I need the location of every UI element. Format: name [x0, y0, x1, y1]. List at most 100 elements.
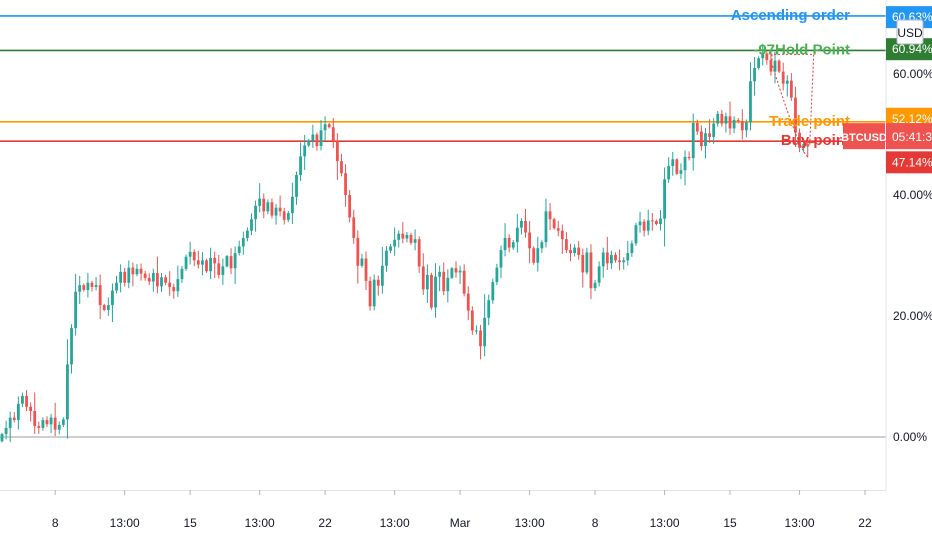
candle-body[interactable]: [695, 123, 699, 132]
candle-body[interactable]: [499, 250, 503, 268]
currency-label[interactable]: USD: [896, 19, 924, 45]
candle-body[interactable]: [115, 282, 118, 291]
candle-body[interactable]: [699, 131, 703, 146]
candle-body[interactable]: [789, 80, 793, 98]
candle-body[interactable]: [765, 53, 769, 61]
candle-body[interactable]: [188, 251, 192, 257]
candle-body[interactable]: [290, 196, 294, 214]
candle-body[interactable]: [532, 248, 536, 263]
candle-body[interactable]: [802, 144, 806, 148]
candle-body[interactable]: [798, 132, 801, 148]
candle-body[interactable]: [229, 256, 233, 269]
candle-body[interactable]: [630, 243, 634, 254]
candle-body[interactable]: [82, 285, 86, 290]
candle-body[interactable]: [352, 217, 356, 238]
candle-body[interactable]: [57, 424, 61, 430]
candle-body[interactable]: [8, 417, 12, 428]
candle-body[interactable]: [66, 364, 69, 420]
candle-body[interactable]: [581, 254, 585, 273]
candle-body[interactable]: [172, 286, 176, 292]
candle-body[interactable]: [470, 310, 474, 331]
candle-body[interactable]: [61, 419, 65, 425]
candle-body[interactable]: [70, 328, 73, 365]
candle-body[interactable]: [380, 265, 384, 286]
candle-body[interactable]: [45, 420, 49, 425]
candle-body[interactable]: [597, 266, 601, 283]
candle-body[interactable]: [585, 252, 589, 273]
candles-layer[interactable]: [0, 44, 810, 443]
candle-body[interactable]: [610, 254, 613, 264]
candle-body[interactable]: [348, 195, 352, 218]
candle-body[interactable]: [659, 218, 662, 225]
candle-body[interactable]: [544, 211, 548, 243]
candle-body[interactable]: [560, 230, 564, 240]
candle-body[interactable]: [622, 260, 626, 263]
candle-body[interactable]: [458, 270, 462, 273]
candle-body[interactable]: [483, 317, 487, 347]
candle-body[interactable]: [323, 124, 327, 131]
candle-body[interactable]: [225, 256, 229, 267]
candle-body[interactable]: [270, 202, 274, 216]
candle-body[interactable]: [246, 230, 249, 238]
candle-body[interactable]: [12, 417, 16, 421]
candle-body[interactable]: [266, 202, 270, 212]
candle-body[interactable]: [794, 97, 797, 133]
candle-body[interactable]: [409, 234, 413, 243]
candle-body[interactable]: [712, 123, 716, 137]
candle-body[interactable]: [41, 420, 45, 428]
candle-body[interactable]: [143, 273, 147, 278]
candle-body[interactable]: [462, 270, 466, 294]
candle-body[interactable]: [589, 252, 593, 289]
candle-body[interactable]: [548, 211, 552, 220]
candle-body[interactable]: [156, 273, 159, 287]
candle-body[interactable]: [106, 305, 110, 310]
candle-body[interactable]: [650, 220, 654, 222]
candle-body[interactable]: [744, 122, 748, 131]
candle-body[interactable]: [131, 267, 135, 275]
candle-body[interactable]: [503, 237, 507, 251]
candle-body[interactable]: [736, 119, 740, 122]
candle-body[interactable]: [740, 121, 744, 131]
candle-body[interactable]: [646, 220, 650, 231]
candle-body[interactable]: [25, 395, 28, 407]
candle-body[interactable]: [376, 279, 380, 286]
candle-body[interactable]: [507, 237, 511, 248]
candle-body[interactable]: [258, 198, 262, 206]
candle-body[interactable]: [454, 268, 458, 273]
candle-body[interactable]: [475, 330, 478, 332]
candle-body[interactable]: [221, 266, 225, 275]
candle-body[interactable]: [438, 271, 442, 277]
candle-body[interactable]: [450, 268, 454, 278]
candle-body[interactable]: [319, 130, 323, 146]
candle-body[interactable]: [372, 279, 376, 307]
candle-body[interactable]: [74, 291, 78, 329]
candle-body[interactable]: [33, 410, 37, 427]
candle-body[interactable]: [160, 277, 163, 287]
candle-body[interactable]: [78, 285, 82, 292]
candle-body[interactable]: [164, 277, 167, 283]
candle-body[interactable]: [29, 406, 33, 411]
candle-body[interactable]: [311, 134, 315, 141]
candle-body[interactable]: [356, 237, 360, 266]
candle-body[interactable]: [749, 81, 752, 123]
candle-body[interactable]: [434, 276, 437, 308]
candle-body[interactable]: [340, 161, 343, 174]
candle-body[interactable]: [524, 221, 527, 233]
candle-body[interactable]: [626, 253, 630, 261]
candle-body[interactable]: [442, 271, 446, 292]
candle-body[interactable]: [299, 156, 302, 176]
candle-body[interactable]: [405, 234, 409, 239]
candle-body[interactable]: [671, 159, 675, 166]
candle-body[interactable]: [732, 119, 736, 129]
candle-body[interactable]: [176, 279, 180, 292]
candle-body[interactable]: [679, 170, 683, 174]
candle-body[interactable]: [716, 113, 720, 124]
candle-body[interactable]: [205, 260, 208, 272]
candle-body[interactable]: [53, 417, 57, 430]
candle-body[interactable]: [757, 58, 761, 68]
candle-body[interactable]: [605, 252, 609, 264]
candle-body[interactable]: [209, 257, 212, 272]
candle-body[interactable]: [303, 145, 307, 157]
candle-body[interactable]: [4, 427, 8, 434]
candle-body[interactable]: [708, 133, 711, 137]
